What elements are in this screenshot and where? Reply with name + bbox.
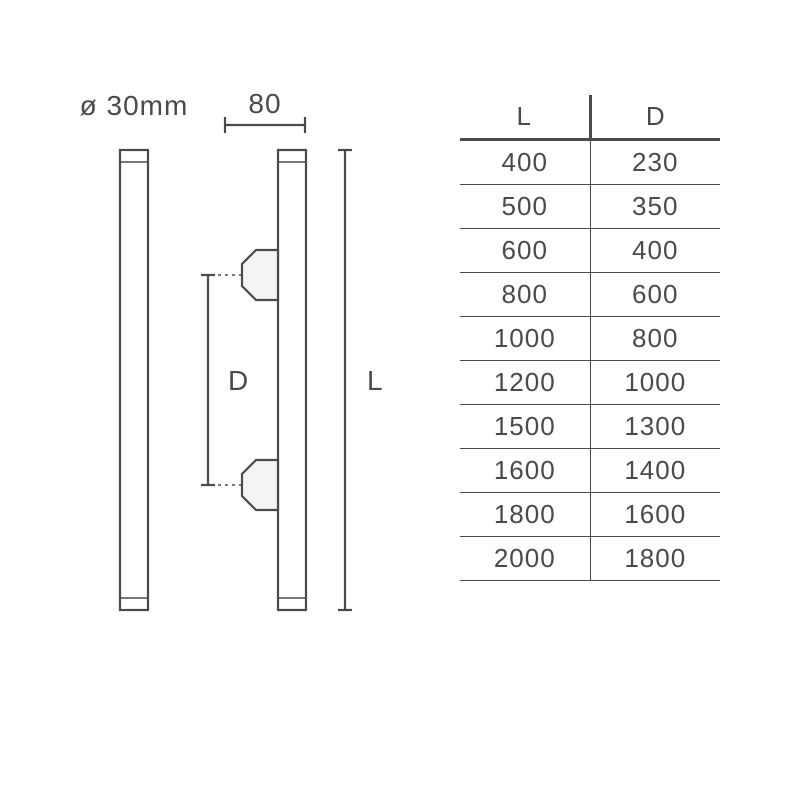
table-cell: 500: [460, 185, 590, 229]
distance-D-label: D: [228, 365, 249, 396]
table-row: 500350: [460, 185, 720, 229]
table-row: 20001800: [460, 537, 720, 581]
length-L-label: L: [367, 365, 384, 396]
table-cell: 1800: [460, 493, 590, 537]
table-row: 1000800: [460, 317, 720, 361]
table-cell: 1600: [590, 493, 720, 537]
table-cell: 1000: [460, 317, 590, 361]
table-cell: 1400: [590, 449, 720, 493]
table-row: 12001000: [460, 361, 720, 405]
table-cell: 800: [590, 317, 720, 361]
table-cell: 600: [460, 229, 590, 273]
table-row: 800600: [460, 273, 720, 317]
width-80-label: 80: [248, 88, 281, 119]
table-header-D: D: [590, 95, 720, 140]
table-cell: 1500: [460, 405, 590, 449]
table-cell: 400: [460, 140, 590, 185]
table-cell: 1000: [590, 361, 720, 405]
table-row: 16001400: [460, 449, 720, 493]
table-cell: 350: [590, 185, 720, 229]
table-row: 400230: [460, 140, 720, 185]
stage: ø 30mm80LD LD400230500350600400800600100…: [0, 0, 800, 800]
table-header-L: L: [460, 95, 590, 140]
table-row: 600400: [460, 229, 720, 273]
table-cell: 800: [460, 273, 590, 317]
table-cell: 2000: [460, 537, 590, 581]
table-cell: 1200: [460, 361, 590, 405]
table-cell: 600: [590, 273, 720, 317]
table-row: 15001300: [460, 405, 720, 449]
dimensions-table: LD40023050035060040080060010008001200100…: [460, 95, 720, 581]
table-cell: 1800: [590, 537, 720, 581]
dimensions-table-container: LD40023050035060040080060010008001200100…: [460, 95, 720, 581]
table-row: 18001600: [460, 493, 720, 537]
table-cell: 400: [590, 229, 720, 273]
table-cell: 1600: [460, 449, 590, 493]
table-cell: 1300: [590, 405, 720, 449]
table-cell: 230: [590, 140, 720, 185]
diameter-label: ø 30mm: [80, 90, 189, 121]
